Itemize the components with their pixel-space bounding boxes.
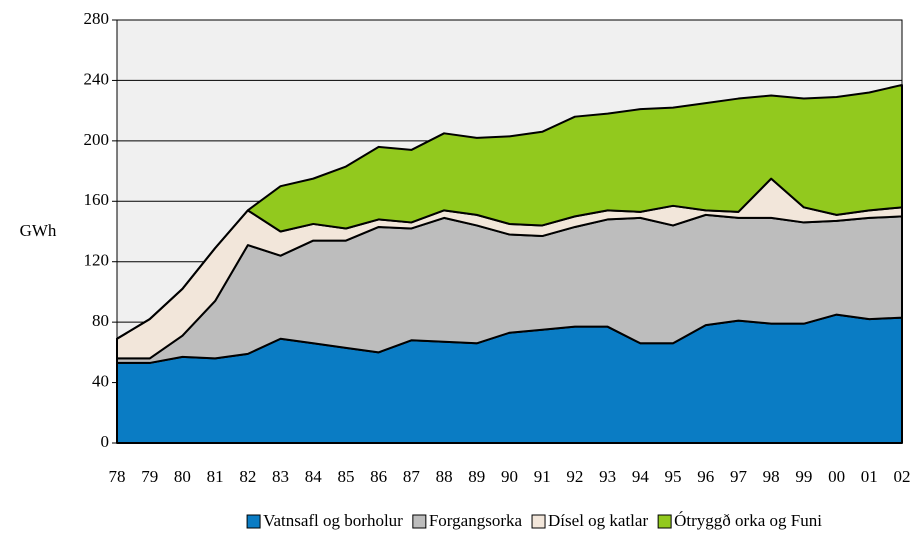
y-tick-label: 40 xyxy=(92,371,109,390)
legend-swatch xyxy=(657,514,672,529)
x-tick-label: 81 xyxy=(207,467,224,486)
legend-label: Forgangsorka xyxy=(429,511,523,530)
y-tick-label: 200 xyxy=(84,130,110,149)
x-tick-label: 96 xyxy=(697,467,714,486)
x-tick-label: 90 xyxy=(501,467,518,486)
x-tick-label: 87 xyxy=(403,467,421,486)
x-tick-label: 88 xyxy=(436,467,453,486)
x-tick-label: 98 xyxy=(763,467,780,486)
x-tick-label: 89 xyxy=(468,467,485,486)
x-tick-label: 83 xyxy=(272,467,289,486)
x-tick-label: 94 xyxy=(632,467,650,486)
legend-swatch xyxy=(412,514,427,529)
y-tick-label: 160 xyxy=(84,190,110,209)
x-tick-label: 02 xyxy=(894,467,911,486)
y-tick-label: 120 xyxy=(84,251,110,270)
x-tick-label: 84 xyxy=(305,467,323,486)
legend-label: Vatnsafl og borholur xyxy=(263,511,403,530)
legend-swatch xyxy=(531,514,546,529)
y-tick-label: 0 xyxy=(101,432,110,451)
x-tick-label: 95 xyxy=(665,467,682,486)
legend-label: Dísel og katlar xyxy=(548,511,648,530)
y-axis-label: GWh xyxy=(20,221,57,240)
x-tick-label: 85 xyxy=(337,467,354,486)
plot-frame xyxy=(116,19,903,444)
x-tick-label: 99 xyxy=(795,467,812,486)
x-tick-label: 97 xyxy=(730,467,748,486)
x-tick-label: 01 xyxy=(861,467,878,486)
y-tick-label: 280 xyxy=(84,9,110,28)
y-tick-label: 240 xyxy=(84,69,110,88)
x-tick-label: 86 xyxy=(370,467,387,486)
x-tick-label: 92 xyxy=(566,467,583,486)
x-tick-label: 91 xyxy=(534,467,551,486)
x-tick-label: 80 xyxy=(174,467,191,486)
y-tick-label: 80 xyxy=(92,311,109,330)
x-tick-label: 78 xyxy=(109,467,126,486)
legend-label: Ótryggð orka og Funi xyxy=(674,511,822,530)
x-tick-label: 82 xyxy=(239,467,256,486)
x-tick-label: 93 xyxy=(599,467,616,486)
x-tick-label: 00 xyxy=(828,467,845,486)
x-tick-label: 79 xyxy=(141,467,158,486)
legend-swatch xyxy=(246,514,261,529)
